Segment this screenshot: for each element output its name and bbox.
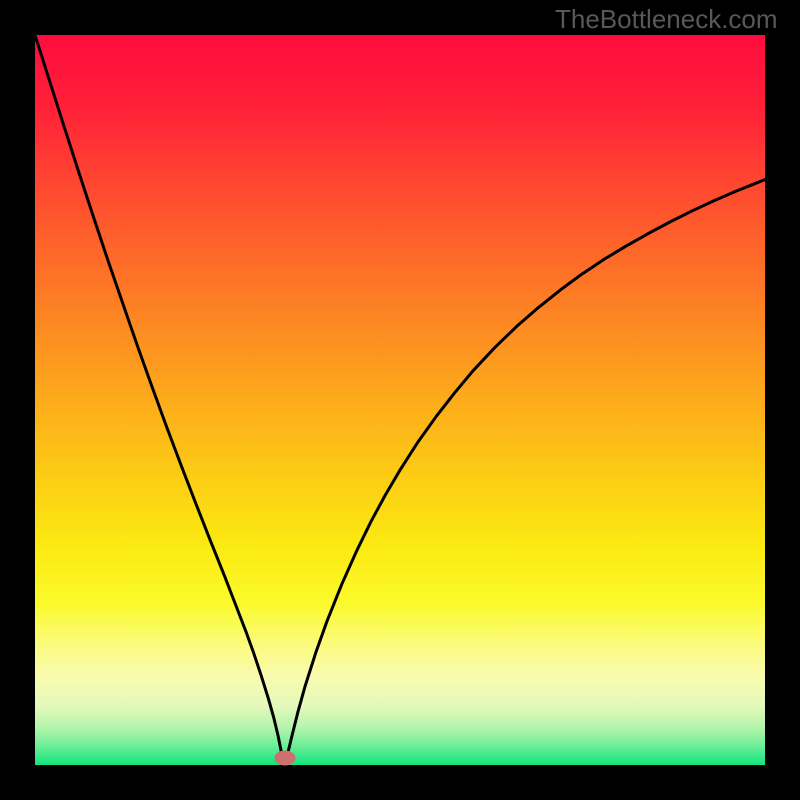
optimal-marker <box>273 749 297 767</box>
watermark-text: TheBottleneck.com <box>555 4 778 35</box>
curve-path <box>35 35 765 765</box>
plot-area <box>35 35 765 765</box>
bottleneck-curve <box>35 35 765 765</box>
marker-ellipse <box>275 751 295 765</box>
